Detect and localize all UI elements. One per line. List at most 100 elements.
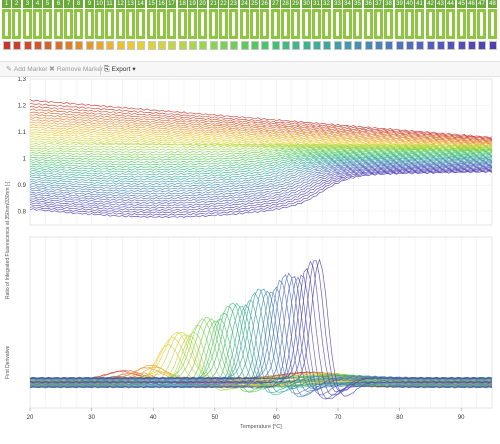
capillary-tube[interactable] (364, 9, 373, 39)
capillary-tube[interactable] (353, 9, 362, 39)
capillary-tube[interactable] (136, 9, 145, 39)
capillary-tube[interactable] (33, 9, 42, 39)
capillary-tube[interactable] (395, 9, 404, 39)
capillary-tube[interactable] (126, 9, 135, 39)
capillary-tube[interactable] (209, 9, 218, 39)
capillary-tube[interactable] (281, 9, 290, 39)
capillary-color-swatch[interactable] (117, 41, 125, 50)
capillary-color-swatch[interactable] (220, 41, 228, 50)
capillary-color-swatch[interactable] (75, 41, 83, 50)
capillary-tube[interactable] (467, 9, 476, 39)
capillary-tube[interactable] (105, 9, 114, 39)
capillary-color-swatch[interactable] (148, 41, 156, 50)
capillary-tube[interactable] (157, 9, 166, 39)
capillary-tube[interactable] (426, 9, 435, 39)
capillary-tube[interactable] (64, 9, 73, 39)
capillary-color-swatch[interactable] (282, 41, 290, 50)
capillary-tube[interactable] (302, 9, 311, 39)
capillary-tube[interactable] (12, 9, 21, 39)
remove-marker-button[interactable]: ✖ Remove Marker (49, 64, 103, 75)
capillary-tube[interactable] (446, 9, 455, 39)
capillary-color-swatch[interactable] (44, 41, 52, 50)
capillary-tube[interactable] (147, 9, 156, 39)
capillary-color-swatch[interactable] (468, 41, 476, 50)
capillary-tube[interactable] (260, 9, 269, 39)
capillary-tube[interactable] (384, 9, 393, 39)
capillary-color-swatch[interactable] (292, 41, 300, 50)
capillary-color-swatch[interactable] (416, 41, 424, 50)
capillary-color-swatch[interactable] (34, 41, 42, 50)
capillary-color-swatch[interactable] (261, 41, 269, 50)
capillary-tube[interactable] (477, 9, 486, 39)
capillary-tube[interactable] (2, 9, 11, 39)
capillary-color-swatch[interactable] (437, 41, 445, 50)
capillary-tube[interactable] (240, 9, 249, 39)
capillary-tube[interactable] (229, 9, 238, 39)
export-button[interactable]: ⎘ Export ▾ (104, 64, 136, 75)
capillary-color-swatch[interactable] (489, 41, 497, 50)
capillary-color-swatch[interactable] (137, 41, 145, 50)
capillary-color-swatch[interactable] (13, 41, 21, 50)
capillary-tube[interactable] (250, 9, 259, 39)
capillary-tube[interactable] (74, 9, 83, 39)
capillary-color-swatch[interactable] (334, 41, 342, 50)
capillary-tube[interactable] (167, 9, 176, 39)
capillary-tube[interactable] (343, 9, 352, 39)
capillary-tube[interactable] (178, 9, 187, 39)
capillary-color-swatch[interactable] (158, 41, 166, 50)
capillary-tube[interactable] (188, 9, 197, 39)
capillary-color-swatch[interactable] (406, 41, 414, 50)
add-marker-button[interactable]: ✎ Add Marker (6, 64, 47, 75)
capillary-tube[interactable] (54, 9, 63, 39)
capillary-color-swatch[interactable] (375, 41, 383, 50)
capillary-color-swatch[interactable] (313, 41, 321, 50)
capillary-color-swatch[interactable] (354, 41, 362, 50)
capillary-color-swatch[interactable] (478, 41, 486, 50)
capillary-color-swatch[interactable] (210, 41, 218, 50)
capillary-color-swatch[interactable] (241, 41, 249, 50)
capillary-color-swatch[interactable] (230, 41, 238, 50)
capillary-color-swatch[interactable] (344, 41, 352, 50)
capillary-color-swatch[interactable] (3, 41, 11, 50)
capillary-tube[interactable] (43, 9, 52, 39)
capillary-color-swatch[interactable] (458, 41, 466, 50)
capillary-tube[interactable] (436, 9, 445, 39)
capillary-color-swatch[interactable] (179, 41, 187, 50)
capillary-tube[interactable] (333, 9, 342, 39)
capillary-tube[interactable] (291, 9, 300, 39)
capillary-color-swatch[interactable] (96, 41, 104, 50)
capillary-tube[interactable] (457, 9, 466, 39)
capillary-tube[interactable] (405, 9, 414, 39)
capillary-tube[interactable] (219, 9, 228, 39)
capillary-color-swatch[interactable] (251, 41, 259, 50)
capillary-color-swatch[interactable] (127, 41, 135, 50)
capillary-color-swatch[interactable] (385, 41, 393, 50)
capillary-tube[interactable] (271, 9, 280, 39)
capillary-color-swatch[interactable] (303, 41, 311, 50)
ratio-chart-ytick-label: 0.8 (18, 210, 27, 216)
capillary-color-swatch[interactable] (323, 41, 331, 50)
capillary-tube[interactable] (116, 9, 125, 39)
capillary-color-swatch[interactable] (447, 41, 455, 50)
capillary-tube[interactable] (374, 9, 383, 39)
capillary-color-swatch[interactable] (427, 41, 435, 50)
capillary-tube[interactable] (312, 9, 321, 39)
capillary-color-swatch[interactable] (65, 41, 73, 50)
capillary-tube[interactable] (85, 9, 94, 39)
capillary-tube[interactable] (198, 9, 207, 39)
capillary-color-swatch[interactable] (86, 41, 94, 50)
capillary-color-swatch[interactable] (189, 41, 197, 50)
capillary-tube[interactable] (488, 9, 497, 39)
capillary-color-swatch[interactable] (55, 41, 63, 50)
capillary-color-swatch[interactable] (272, 41, 280, 50)
capillary-color-swatch[interactable] (106, 41, 114, 50)
capillary-tube[interactable] (23, 9, 32, 39)
capillary-tube[interactable] (415, 9, 424, 39)
capillary-color-swatch[interactable] (168, 41, 176, 50)
capillary-color-swatch[interactable] (24, 41, 32, 50)
capillary-tube[interactable] (95, 9, 104, 39)
capillary-color-swatch[interactable] (396, 41, 404, 50)
capillary-color-swatch[interactable] (365, 41, 373, 50)
capillary-color-swatch[interactable] (199, 41, 207, 50)
capillary-tube[interactable] (322, 9, 331, 39)
